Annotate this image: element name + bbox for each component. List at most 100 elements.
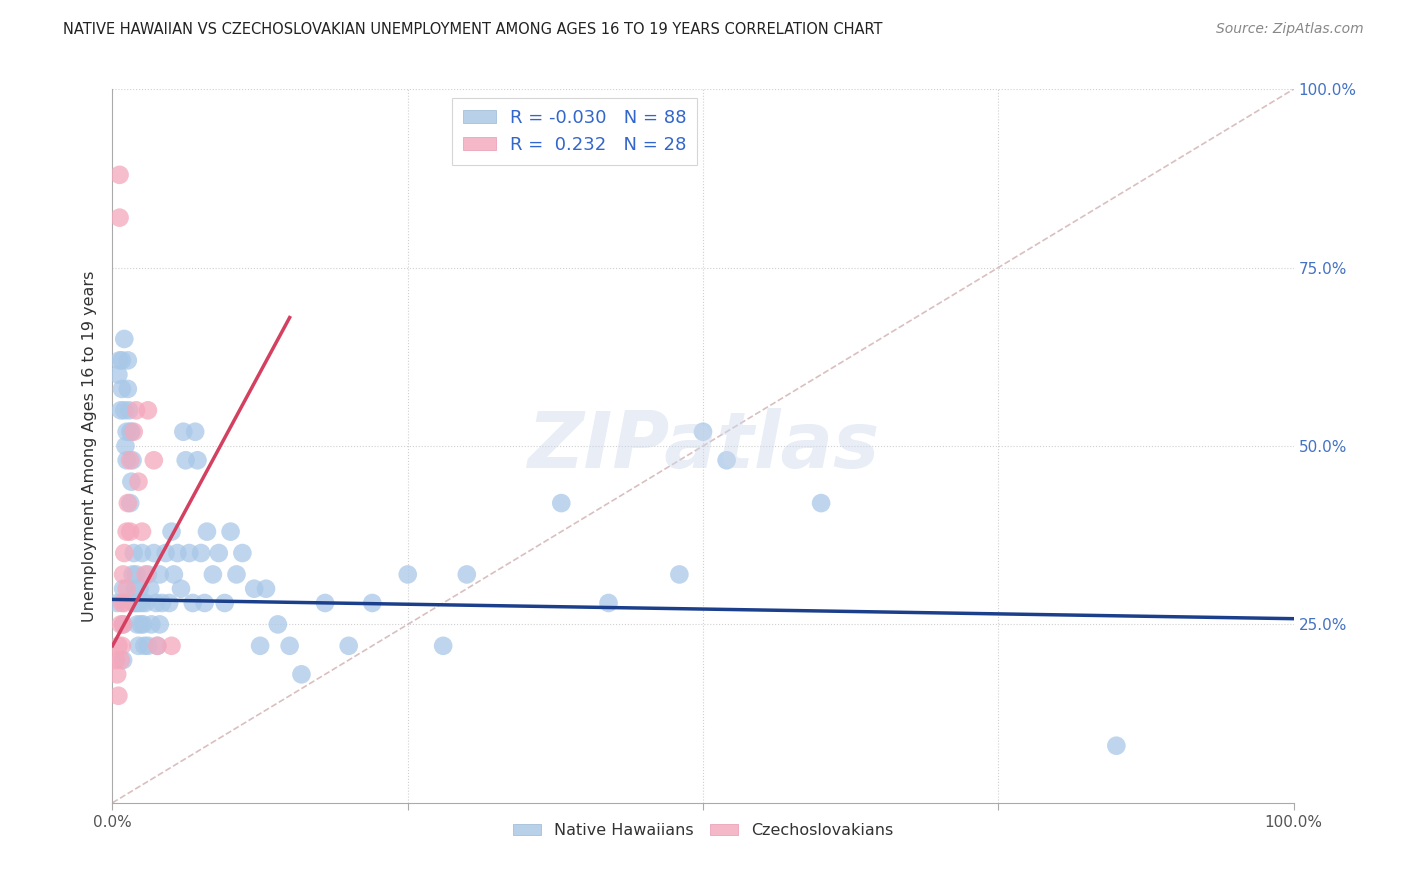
Point — [121, 453, 143, 467]
Point — [668, 567, 690, 582]
Point — [108, 211, 131, 225]
Point — [141, 617, 163, 632]
Point — [128, 582, 150, 596]
Point — [139, 582, 162, 596]
Point — [120, 425, 142, 439]
Point — [160, 639, 183, 653]
Legend: Native Hawaiians, Czechoslovakians: Native Hawaiians, Czechoslovakians — [506, 817, 900, 845]
Point — [115, 453, 138, 467]
Point — [184, 425, 207, 439]
Point — [142, 546, 165, 560]
Point — [142, 453, 165, 467]
Y-axis label: Unemployment Among Ages 16 to 19 years: Unemployment Among Ages 16 to 19 years — [82, 270, 97, 622]
Point — [172, 425, 194, 439]
Point — [124, 582, 146, 596]
Point — [129, 617, 152, 632]
Point — [111, 596, 134, 610]
Point — [432, 639, 454, 653]
Point — [131, 596, 153, 610]
Point — [190, 546, 212, 560]
Point — [201, 567, 224, 582]
Point — [254, 582, 277, 596]
Text: ZIPatlas: ZIPatlas — [527, 408, 879, 484]
Point — [122, 546, 145, 560]
Point — [115, 425, 138, 439]
Point — [131, 524, 153, 539]
Point — [194, 596, 217, 610]
Text: NATIVE HAWAIIAN VS CZECHOSLOVAKIAN UNEMPLOYMENT AMONG AGES 16 TO 19 YEARS CORREL: NATIVE HAWAIIAN VS CZECHOSLOVAKIAN UNEMP… — [63, 22, 883, 37]
Point — [132, 617, 155, 632]
Point — [122, 596, 145, 610]
Point — [117, 496, 139, 510]
Point — [112, 332, 135, 346]
Point — [155, 546, 177, 560]
Point — [174, 453, 197, 467]
Point — [117, 382, 139, 396]
Point — [120, 496, 142, 510]
Point — [120, 453, 142, 467]
Point — [290, 667, 312, 681]
Point — [598, 596, 620, 610]
Point — [225, 567, 247, 582]
Point — [111, 382, 134, 396]
Point — [120, 425, 142, 439]
Point — [108, 168, 131, 182]
Point — [163, 567, 186, 582]
Point — [115, 524, 138, 539]
Point — [107, 368, 129, 382]
Point — [208, 546, 231, 560]
Point — [125, 403, 148, 417]
Point — [112, 567, 135, 582]
Point — [134, 639, 156, 653]
Point — [111, 639, 134, 653]
Point — [112, 546, 135, 560]
Point — [127, 475, 149, 489]
Point — [243, 582, 266, 596]
Point — [111, 353, 134, 368]
Point — [105, 667, 128, 681]
Point — [117, 353, 139, 368]
Point — [121, 567, 143, 582]
Point — [120, 524, 142, 539]
Point — [108, 353, 131, 368]
Point — [125, 596, 148, 610]
Point — [112, 582, 135, 596]
Point — [160, 524, 183, 539]
Point — [112, 653, 135, 667]
Point — [249, 639, 271, 653]
Point — [127, 596, 149, 610]
Point — [120, 475, 142, 489]
Point — [135, 567, 157, 582]
Point — [105, 653, 128, 667]
Point — [267, 617, 290, 632]
Point — [112, 403, 135, 417]
Point — [107, 639, 129, 653]
Text: Source: ZipAtlas.com: Source: ZipAtlas.com — [1216, 22, 1364, 37]
Point — [125, 567, 148, 582]
Point — [122, 425, 145, 439]
Point — [118, 403, 141, 417]
Point — [214, 596, 236, 610]
Point — [110, 653, 132, 667]
Point — [231, 546, 253, 560]
Point — [110, 617, 132, 632]
Point — [195, 524, 218, 539]
Point — [170, 582, 193, 596]
Point — [112, 617, 135, 632]
Point — [314, 596, 336, 610]
Point — [127, 617, 149, 632]
Point — [135, 596, 157, 610]
Point — [136, 567, 159, 582]
Point — [112, 617, 135, 632]
Point — [157, 596, 180, 610]
Point — [456, 567, 478, 582]
Point — [110, 403, 132, 417]
Point — [716, 453, 738, 467]
Point — [107, 689, 129, 703]
Point — [146, 639, 169, 653]
Point — [145, 596, 167, 610]
Point — [396, 567, 419, 582]
Point — [219, 524, 242, 539]
Point — [146, 639, 169, 653]
Point — [810, 496, 832, 510]
